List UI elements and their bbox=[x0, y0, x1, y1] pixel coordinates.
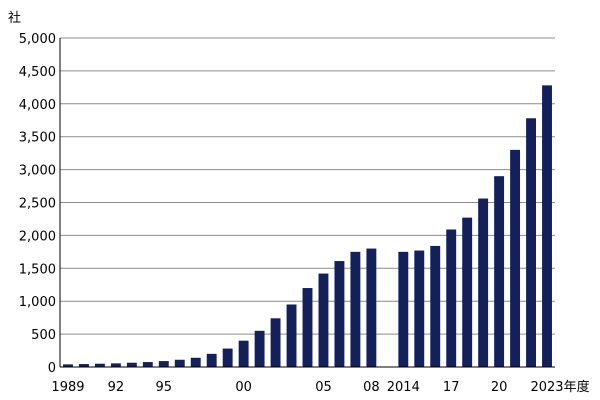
bar-16 bbox=[430, 245, 441, 367]
x-tick-label: 20 bbox=[491, 380, 508, 395]
bar-92 bbox=[110, 363, 121, 367]
bar-1989 bbox=[63, 364, 73, 367]
y-tick-label: 4,500 bbox=[19, 65, 56, 80]
bar-96 bbox=[174, 359, 185, 367]
bar-90 bbox=[79, 364, 89, 367]
bar-18 bbox=[462, 217, 473, 367]
bar-03 bbox=[286, 304, 297, 367]
bar-06 bbox=[334, 261, 345, 367]
y-tick-label: 1,500 bbox=[19, 262, 56, 277]
bars bbox=[63, 85, 552, 367]
bar-97 bbox=[190, 357, 201, 367]
x-tick-label: 05 bbox=[315, 380, 332, 395]
x-tick-label: 2014 bbox=[387, 380, 420, 395]
x-tick-label: 92 bbox=[108, 380, 125, 395]
bar-00 bbox=[238, 340, 249, 367]
y-tick-label: 3,500 bbox=[19, 131, 56, 146]
x-tick-label: 08 bbox=[363, 380, 380, 395]
bar-21 bbox=[510, 149, 521, 367]
y-tick-label: 5,000 bbox=[19, 32, 56, 47]
bar-08 bbox=[366, 248, 377, 367]
y-tick-label: 0 bbox=[48, 361, 56, 376]
x-tick-labels: 1989 92 95 00 05 08 2014 17 20 2023 bbox=[51, 380, 563, 395]
bar-04 bbox=[302, 288, 313, 367]
x-axis-unit-label: 年度 bbox=[564, 379, 590, 395]
bar-20 bbox=[494, 176, 505, 367]
x-tick-label: 1989 bbox=[51, 380, 84, 395]
x-tick-label: 2023 bbox=[530, 380, 563, 395]
y-tick-label: 500 bbox=[31, 328, 56, 343]
bar-01 bbox=[254, 330, 265, 367]
x-tick-label: 00 bbox=[235, 380, 252, 395]
x-tick-label: 17 bbox=[443, 380, 460, 395]
bar-93 bbox=[126, 362, 137, 367]
bar-19 bbox=[478, 198, 489, 367]
bar-95 bbox=[158, 361, 169, 367]
y-tick-labels: 0 500 1,000 1,500 2,000 2,500 3,000 3,500 4,000 4… bbox=[19, 32, 56, 376]
y-tick-label: 3,000 bbox=[19, 164, 56, 179]
gridlines bbox=[60, 37, 555, 335]
bar-02 bbox=[270, 318, 281, 367]
bar-99 bbox=[222, 348, 233, 367]
x-tick-label: 95 bbox=[156, 380, 173, 395]
bar-91 bbox=[94, 363, 105, 367]
y-tick-label: 4,000 bbox=[19, 98, 56, 113]
bar-2023 bbox=[542, 85, 552, 367]
bar-17 bbox=[446, 229, 457, 367]
bar-2014 bbox=[398, 251, 409, 367]
y-axis-unit-label: 社 bbox=[8, 10, 21, 26]
bar-05 bbox=[318, 273, 329, 367]
bar-22 bbox=[526, 118, 536, 367]
bar-98 bbox=[206, 353, 217, 367]
bar-94 bbox=[142, 362, 153, 367]
axes bbox=[59, 38, 555, 368]
y-tick-label: 2,000 bbox=[19, 229, 56, 244]
bar-15 bbox=[414, 250, 425, 367]
y-tick-label: 1,000 bbox=[19, 295, 56, 310]
y-tick-label: 2,500 bbox=[19, 197, 56, 212]
bar-07 bbox=[350, 251, 361, 367]
